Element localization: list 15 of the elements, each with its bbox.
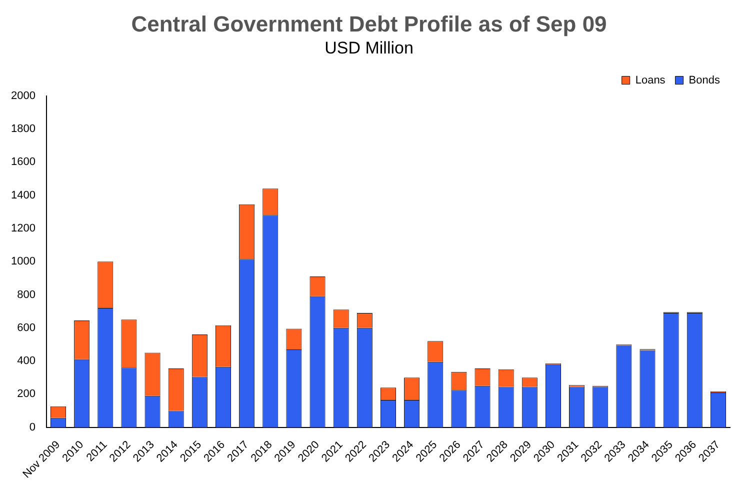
y-tick-label: 1200 bbox=[10, 222, 36, 234]
y-tick-label: 1600 bbox=[10, 156, 36, 168]
y-tick-label: 200 bbox=[17, 388, 36, 400]
chart-title: Central Government Debt Profile as of Sep 09 bbox=[131, 11, 607, 36]
y-tick-label: 2000 bbox=[10, 90, 36, 102]
y-tick-label: 1400 bbox=[10, 189, 36, 202]
y-tick-label: 800 bbox=[17, 288, 36, 301]
y-tick-label: 600 bbox=[17, 322, 36, 334]
legend-label: Bonds bbox=[688, 74, 720, 86]
y-tick-label: 1000 bbox=[10, 256, 36, 268]
y-tick-label: 400 bbox=[17, 355, 36, 368]
legend-label: Loans bbox=[635, 74, 666, 86]
chart-subtitle: USD Million bbox=[324, 38, 414, 58]
y-tick-label: 1800 bbox=[10, 122, 36, 135]
y-tick-label: 0 bbox=[29, 421, 36, 434]
